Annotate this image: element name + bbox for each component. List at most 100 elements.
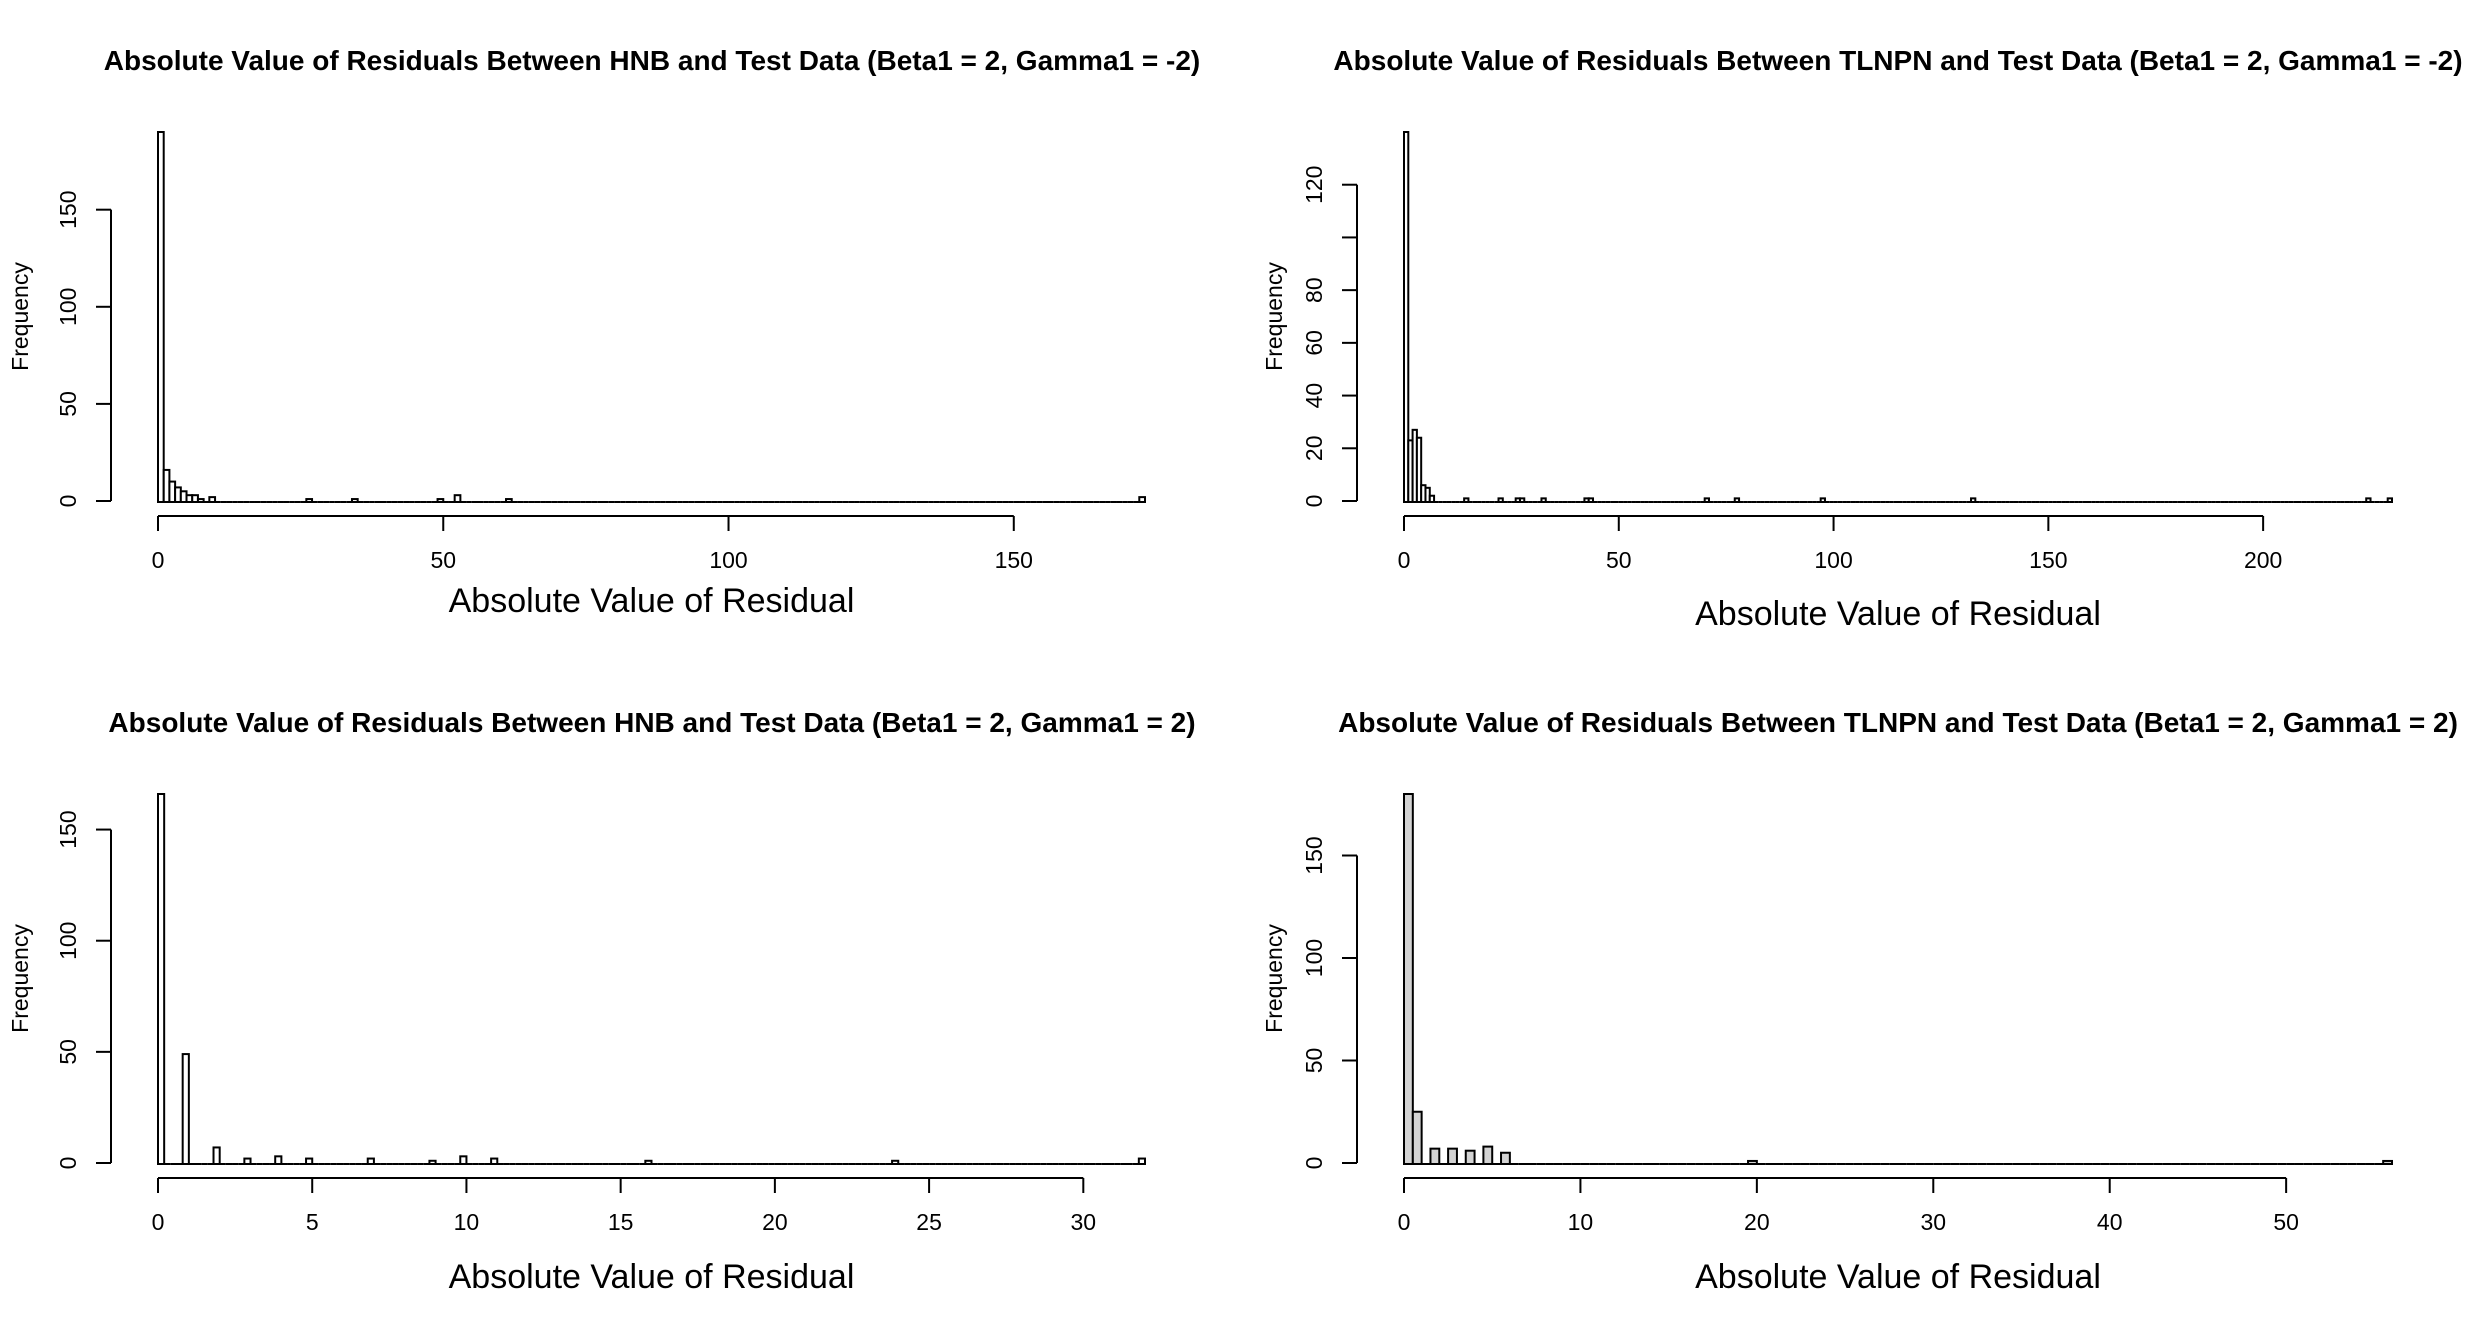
histogram-bar (1500, 1151, 1511, 1165)
x-tick-label: 20 (762, 1209, 788, 1235)
x-tick-label: 20 (1744, 1209, 1770, 1235)
histogram-bar (1137, 1157, 1147, 1165)
chart-title: Absolute Value of Residuals Between TLNP… (1338, 707, 2458, 738)
x-tick-label: 100 (709, 547, 747, 573)
histogram-bar (1464, 1149, 1476, 1165)
histogram-bar (644, 1159, 653, 1165)
histogram-bar (1819, 497, 1826, 504)
x-tick-label: 10 (1568, 1209, 1594, 1235)
histogram-bar (453, 494, 462, 503)
x-tick-label: 150 (2029, 547, 2067, 573)
y-tick-label: 150 (55, 190, 81, 228)
y-tick-label: 50 (1301, 1048, 1327, 1074)
y-tick-label: 50 (55, 391, 81, 417)
histogram-bar (1587, 497, 1595, 504)
x-tick-label: 50 (1606, 547, 1632, 573)
y-tick-label: 0 (55, 1157, 81, 1170)
histogram-bar (243, 1157, 252, 1165)
histogram-panel-hnb-gamma-minus2: Absolute Value of Residuals Between HNB … (7, 45, 1200, 620)
y-tick-label: 100 (1301, 939, 1327, 977)
x-tick-label: 30 (1920, 1209, 1946, 1235)
y-axis-label: Frequency (1261, 262, 1287, 371)
histogram-panel-hnb-gamma-2: Absolute Value of Residuals Between HNB … (7, 707, 1196, 1296)
chart-title: Absolute Value of Residuals Between HNB … (108, 707, 1195, 738)
histogram-bar (2382, 1159, 2393, 1165)
y-tick-label: 40 (1301, 383, 1327, 409)
y-tick-label: 20 (1301, 435, 1327, 461)
x-tick-label: 30 (1071, 1209, 1097, 1235)
y-tick-label: 0 (55, 495, 81, 508)
y-tick-label: 80 (1301, 277, 1327, 303)
histogram-bar (1703, 497, 1710, 504)
histogram-bar (1415, 436, 1423, 503)
y-tick-label: 0 (1301, 1157, 1327, 1170)
x-tick-label: 0 (1398, 1209, 1411, 1235)
histogram-bar (459, 1155, 468, 1165)
y-tick-label: 120 (1301, 166, 1327, 204)
histogram-bar (1540, 497, 1547, 504)
x-axis-label: Absolute Value of Residual (449, 1258, 855, 1296)
x-tick-label: 100 (1814, 547, 1852, 573)
histogram-bar (181, 1053, 190, 1166)
x-tick-label: 200 (2244, 547, 2282, 573)
y-tick-label: 50 (55, 1039, 81, 1065)
histogram-bar (1970, 497, 1977, 504)
histogram-bar (1518, 497, 1526, 504)
histogram-bar (305, 1157, 314, 1165)
y-tick-label: 100 (55, 922, 81, 960)
histogram-bar (350, 498, 359, 503)
x-tick-label: 25 (916, 1209, 942, 1235)
x-tick-label: 0 (152, 547, 165, 573)
histogram-bar (196, 498, 205, 503)
histogram-bar (212, 1146, 221, 1166)
x-tick-label: 50 (430, 547, 456, 573)
histogram-bar (1411, 1110, 1423, 1165)
histogram-bar (428, 1159, 437, 1165)
y-axis-label: Frequency (7, 262, 33, 371)
histogram-bar (157, 793, 166, 1165)
y-axis-label: Frequency (7, 924, 33, 1033)
histogram-bar (505, 498, 513, 503)
y-tick-label: 60 (1301, 330, 1327, 356)
histogram-bar (1497, 497, 1504, 504)
histogram-bar (157, 131, 165, 503)
histogram-bar (1482, 1145, 1494, 1165)
histogram-bar (436, 498, 445, 503)
x-tick-label: 50 (2273, 1209, 2299, 1235)
histogram-bar (891, 1159, 900, 1165)
histogram-panel-tlnpn-gamma-minus2: Absolute Value of Residuals Between TLNP… (1261, 45, 2463, 633)
y-tick-label: 0 (1301, 495, 1327, 508)
histogram-bar (1403, 793, 1414, 1165)
chart-title: Absolute Value of Residuals Between HNB … (104, 45, 1200, 76)
x-tick-label: 0 (1398, 547, 1411, 573)
x-tick-label: 10 (454, 1209, 480, 1235)
y-tick-label: 150 (1301, 836, 1327, 874)
x-tick-label: 5 (306, 1209, 319, 1235)
histogram-bar (2365, 497, 2372, 504)
histogram-bar (1463, 497, 1470, 504)
x-axis-label: Absolute Value of Residual (1695, 595, 2101, 633)
histogram-bar (1429, 1147, 1441, 1166)
histogram-bar (2386, 497, 2393, 504)
histogram-bar (1733, 497, 1741, 504)
histogram-bar (1403, 131, 1410, 503)
histogram-bar (208, 496, 217, 503)
chart-title: Absolute Value of Residuals Between TLNP… (1333, 45, 2462, 76)
y-tick-label: 100 (55, 288, 81, 326)
x-tick-label: 0 (152, 1209, 165, 1235)
histogram-panel-tlnpn-gamma-2: Absolute Value of Residuals Between TLNP… (1261, 707, 2458, 1296)
histogram-bar (305, 498, 314, 503)
histogram-bar (274, 1155, 283, 1165)
histogram-bar (1138, 496, 1147, 503)
histogram-bar (1747, 1159, 1758, 1165)
histogram-bar (490, 1157, 499, 1165)
histogram-bar (366, 1157, 375, 1165)
x-axis-label: Absolute Value of Residual (1695, 1258, 2101, 1296)
y-axis-label: Frequency (1261, 924, 1287, 1033)
histogram-bar (1428, 494, 1436, 504)
histogram-bar (1447, 1147, 1458, 1166)
x-axis-label: Absolute Value of Residual (449, 582, 855, 620)
y-tick-label: 150 (55, 810, 81, 848)
x-tick-label: 150 (995, 547, 1033, 573)
